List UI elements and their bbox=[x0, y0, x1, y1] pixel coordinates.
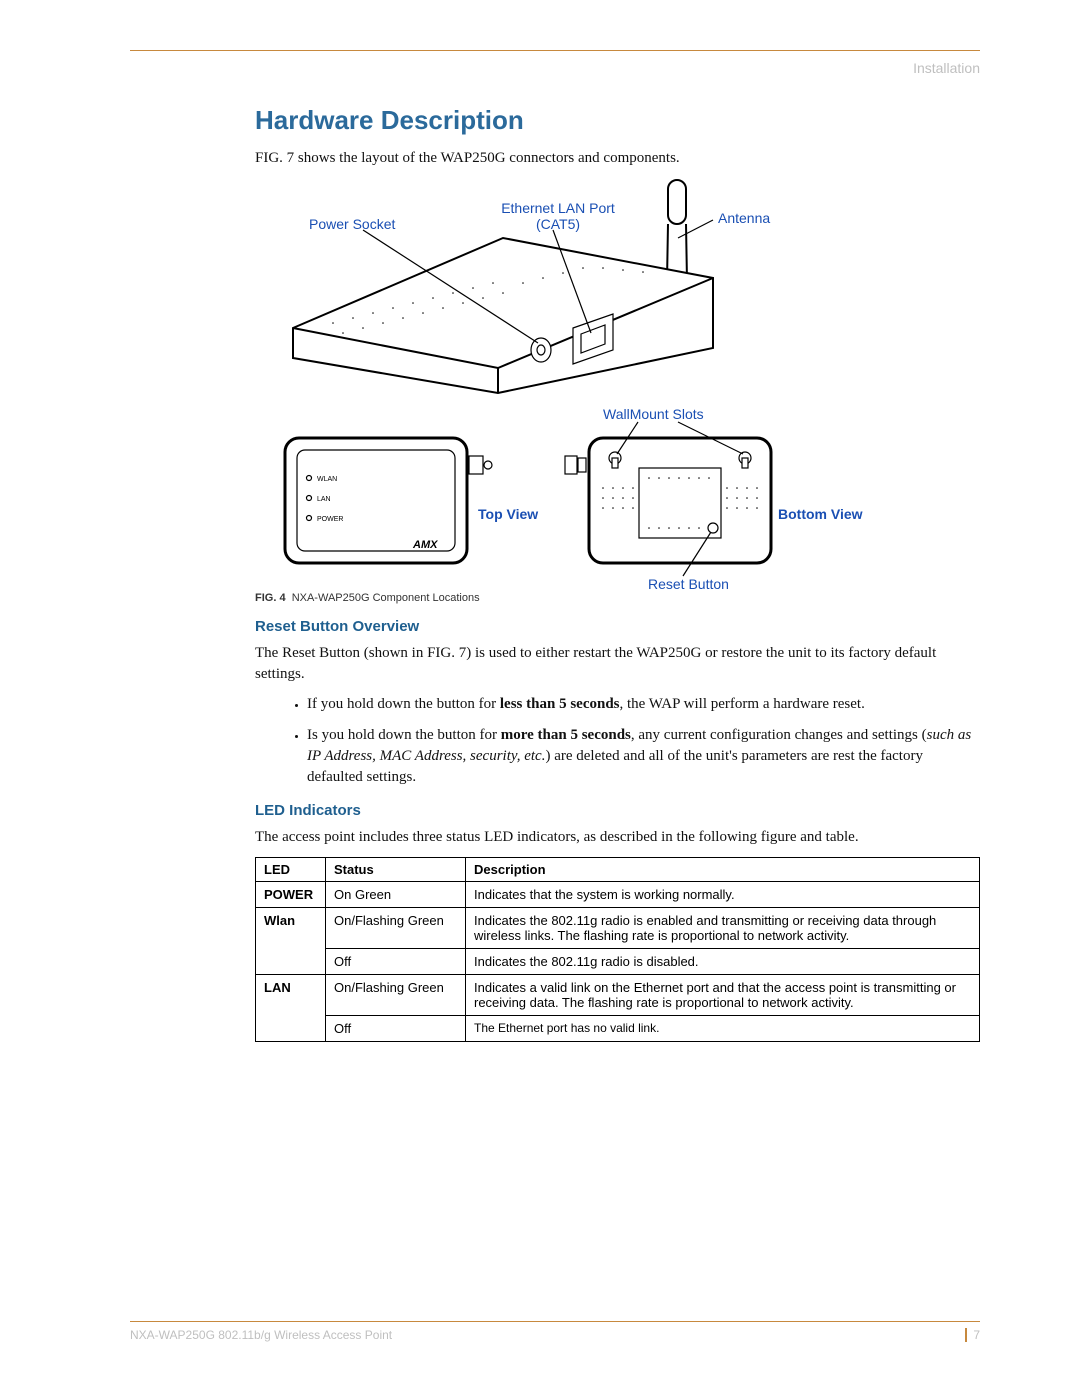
table-row: Wlan On/Flashing Green Indicates the 802… bbox=[256, 908, 980, 949]
cell-status: Off bbox=[326, 1016, 466, 1042]
reset-bullet-2: Is you hold down the button for more tha… bbox=[307, 725, 980, 788]
text: If you hold down the button for bbox=[307, 696, 500, 712]
led-table: LED Status Description POWER On Green In… bbox=[255, 857, 980, 1042]
led-intro: The access point includes three status L… bbox=[255, 827, 980, 847]
reset-heading: Reset Button Overview bbox=[255, 618, 980, 635]
footer-doc-title: NXA-WAP250G 802.11b/g Wireless Access Po… bbox=[130, 1328, 392, 1342]
th-led: LED bbox=[256, 858, 326, 882]
svg-text:POWER: POWER bbox=[317, 516, 343, 523]
content-area: Hardware Description FIG. 7 shows the la… bbox=[255, 105, 980, 1042]
top-rule bbox=[130, 50, 980, 51]
cell-led: LAN bbox=[256, 975, 326, 1016]
cell-led-empty bbox=[256, 949, 326, 975]
cell-desc: Indicates the 802.11g radio is enabled a… bbox=[466, 908, 980, 949]
svg-text:LAN: LAN bbox=[317, 496, 331, 503]
cell-led: Wlan bbox=[256, 908, 326, 949]
table-row: LAN On/Flashing Green Indicates a valid … bbox=[256, 975, 980, 1016]
running-header: Installation bbox=[913, 60, 980, 76]
table-row: Off Indicates the 802.11g radio is disab… bbox=[256, 949, 980, 975]
figure-caption: FIG. 4 NXA-WAP250G Component Locations bbox=[255, 592, 980, 604]
svg-text:AMX: AMX bbox=[412, 539, 438, 551]
cell-status: On/Flashing Green bbox=[326, 975, 466, 1016]
cell-led-empty bbox=[256, 1016, 326, 1042]
table-header-row: LED Status Description bbox=[256, 858, 980, 882]
cell-status: Off bbox=[326, 949, 466, 975]
cell-desc: The Ethernet port has no valid link. bbox=[466, 1016, 980, 1042]
th-status: Status bbox=[326, 858, 466, 882]
figure-svg: WLAN LAN POWER AMX bbox=[273, 178, 893, 588]
svg-text:WLAN: WLAN bbox=[317, 476, 337, 483]
footer-page-number: 7 bbox=[965, 1328, 980, 1342]
document-page: Installation Hardware Description FIG. 7… bbox=[0, 0, 1080, 1397]
led-heading: LED Indicators bbox=[255, 802, 980, 819]
table-row: Off The Ethernet port has no valid link. bbox=[256, 1016, 980, 1042]
text: , any current configuration changes and … bbox=[631, 727, 927, 743]
figure-caption-num: FIG. 4 bbox=[255, 592, 286, 604]
figure-caption-text: NXA-WAP250G Component Locations bbox=[292, 592, 480, 604]
page-title: Hardware Description bbox=[255, 105, 980, 136]
table-row: POWER On Green Indicates that the system… bbox=[256, 882, 980, 908]
cell-desc: Indicates that the system is working nor… bbox=[466, 882, 980, 908]
th-desc: Description bbox=[466, 858, 980, 882]
text-bold: less than 5 seconds bbox=[500, 696, 620, 712]
text-bold: more than 5 seconds bbox=[501, 727, 631, 743]
cell-status: On/Flashing Green bbox=[326, 908, 466, 949]
text: Is you hold down the button for bbox=[307, 727, 501, 743]
reset-bullet-1: If you hold down the button for less tha… bbox=[307, 694, 980, 715]
cell-desc: Indicates a valid link on the Ethernet p… bbox=[466, 975, 980, 1016]
intro-paragraph: FIG. 7 shows the layout of the WAP250G c… bbox=[255, 148, 980, 168]
cell-led: POWER bbox=[256, 882, 326, 908]
page-footer: NXA-WAP250G 802.11b/g Wireless Access Po… bbox=[130, 1321, 980, 1342]
cell-status: On Green bbox=[326, 882, 466, 908]
cell-desc: Indicates the 802.11g radio is disabled. bbox=[466, 949, 980, 975]
reset-para: The Reset Button (shown in FIG. 7) is us… bbox=[255, 643, 980, 684]
figure: Power Socket Ethernet LAN Port (CAT5) An… bbox=[273, 178, 893, 588]
text: , the WAP will perform a hardware reset. bbox=[620, 696, 865, 712]
reset-bullets: If you hold down the button for less tha… bbox=[255, 694, 980, 788]
